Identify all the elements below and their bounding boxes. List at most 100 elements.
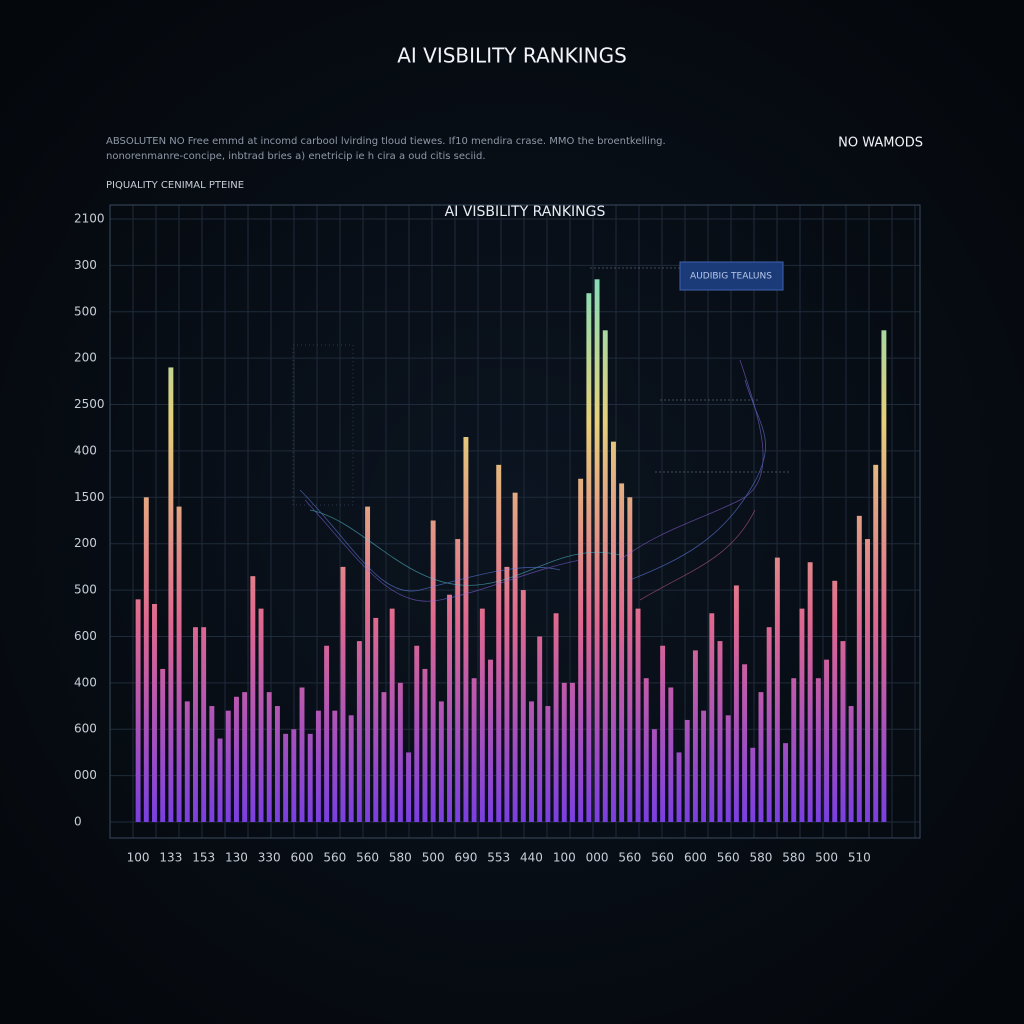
bar xyxy=(356,641,362,822)
bar xyxy=(856,515,862,822)
y-tick-label: 400 xyxy=(74,675,97,689)
bar xyxy=(840,641,846,822)
legend-label: AUDIBIG TEALUNS xyxy=(690,272,772,282)
bar xyxy=(651,729,657,822)
bar xyxy=(668,687,674,822)
bar xyxy=(684,719,690,822)
bar xyxy=(381,692,387,822)
bar xyxy=(848,706,854,822)
bar xyxy=(242,692,248,822)
bar xyxy=(250,576,256,822)
bar xyxy=(184,701,190,822)
x-tick-label: 600 xyxy=(684,851,707,865)
bar xyxy=(701,710,707,822)
bar xyxy=(307,733,313,822)
bar xyxy=(832,580,838,822)
bar xyxy=(135,599,141,822)
y-tick-label: 600 xyxy=(74,722,97,736)
bar xyxy=(586,293,592,822)
x-tick-label: 580 xyxy=(389,851,412,865)
bar xyxy=(799,608,805,822)
bar xyxy=(340,566,346,822)
bar xyxy=(570,682,575,822)
subtitle: ABSOLUTEN NO Free emmd at incomd carbool… xyxy=(106,136,666,147)
x-tick-label: 153 xyxy=(192,851,215,865)
bar xyxy=(619,483,625,822)
bar xyxy=(258,608,264,822)
legend: AUDIBIG TEALUNS xyxy=(679,261,784,291)
bar xyxy=(602,330,608,822)
bar xyxy=(488,659,493,822)
bar xyxy=(365,506,371,822)
y-tick-label: 1500 xyxy=(74,490,105,504)
plot-title: AI VISBILITY RANKINGS xyxy=(445,204,606,220)
bar xyxy=(397,682,403,822)
bar xyxy=(676,752,682,822)
x-tick-label: 100 xyxy=(553,851,576,865)
bar xyxy=(422,668,428,822)
x-tick-label: 560 xyxy=(651,851,674,865)
bar xyxy=(193,627,198,822)
y-tick-label: 300 xyxy=(74,258,97,272)
bar xyxy=(594,279,600,822)
bar xyxy=(463,437,469,822)
plot-frame xyxy=(109,204,921,839)
bar xyxy=(610,441,616,822)
bar xyxy=(299,687,305,822)
bar xyxy=(176,506,182,822)
bar xyxy=(520,590,526,822)
bar xyxy=(225,710,231,822)
bar xyxy=(553,613,559,822)
y-tick-label: 500 xyxy=(74,583,97,597)
bar xyxy=(643,678,649,822)
bar xyxy=(430,520,436,822)
bar xyxy=(283,733,289,822)
bar xyxy=(660,645,666,822)
decor-lines xyxy=(292,267,790,602)
x-tick-label: 000 xyxy=(586,851,609,865)
bar xyxy=(504,566,510,822)
bar xyxy=(414,645,420,822)
x-tick-label: 330 xyxy=(258,851,281,865)
bar xyxy=(479,608,485,822)
bar xyxy=(324,645,330,822)
bar xyxy=(865,539,870,822)
bar xyxy=(815,678,821,822)
bar xyxy=(791,678,797,822)
x-tick-label: 560 xyxy=(717,851,740,865)
bar xyxy=(766,627,772,822)
bar xyxy=(438,701,444,822)
x-tick-label: 500 xyxy=(815,851,838,865)
y-tick-label: 000 xyxy=(74,768,97,782)
x-tick-label: 580 xyxy=(782,851,805,865)
bar xyxy=(578,478,584,822)
x-tick-label: 440 xyxy=(520,851,543,865)
bar xyxy=(824,659,829,822)
bar xyxy=(496,464,502,822)
y-tick-label: 500 xyxy=(74,304,97,318)
subtitle: nonorenmanre-concipe, inbtrad bries a) e… xyxy=(106,151,486,162)
bar xyxy=(774,557,780,822)
corner-note: NO WAMODS xyxy=(838,136,923,151)
bar-group xyxy=(135,279,887,822)
bar xyxy=(274,706,280,822)
x-tick-label: 133 xyxy=(159,851,182,865)
bar xyxy=(561,682,567,822)
bar xyxy=(733,585,739,822)
bar xyxy=(143,497,149,822)
x-tick-label: 500 xyxy=(422,851,445,865)
y-tick-label: 200 xyxy=(74,536,97,550)
x-tick-label: 690 xyxy=(454,851,477,865)
bar xyxy=(455,539,461,822)
bar xyxy=(406,752,412,822)
bar xyxy=(373,617,379,822)
bar xyxy=(635,608,641,822)
x-tick-label: 580 xyxy=(750,851,773,865)
bar xyxy=(692,650,698,822)
bar xyxy=(291,729,297,822)
x-tick-label: 510 xyxy=(848,851,871,865)
bar xyxy=(201,627,207,822)
bar xyxy=(750,747,756,822)
bar xyxy=(807,562,813,822)
